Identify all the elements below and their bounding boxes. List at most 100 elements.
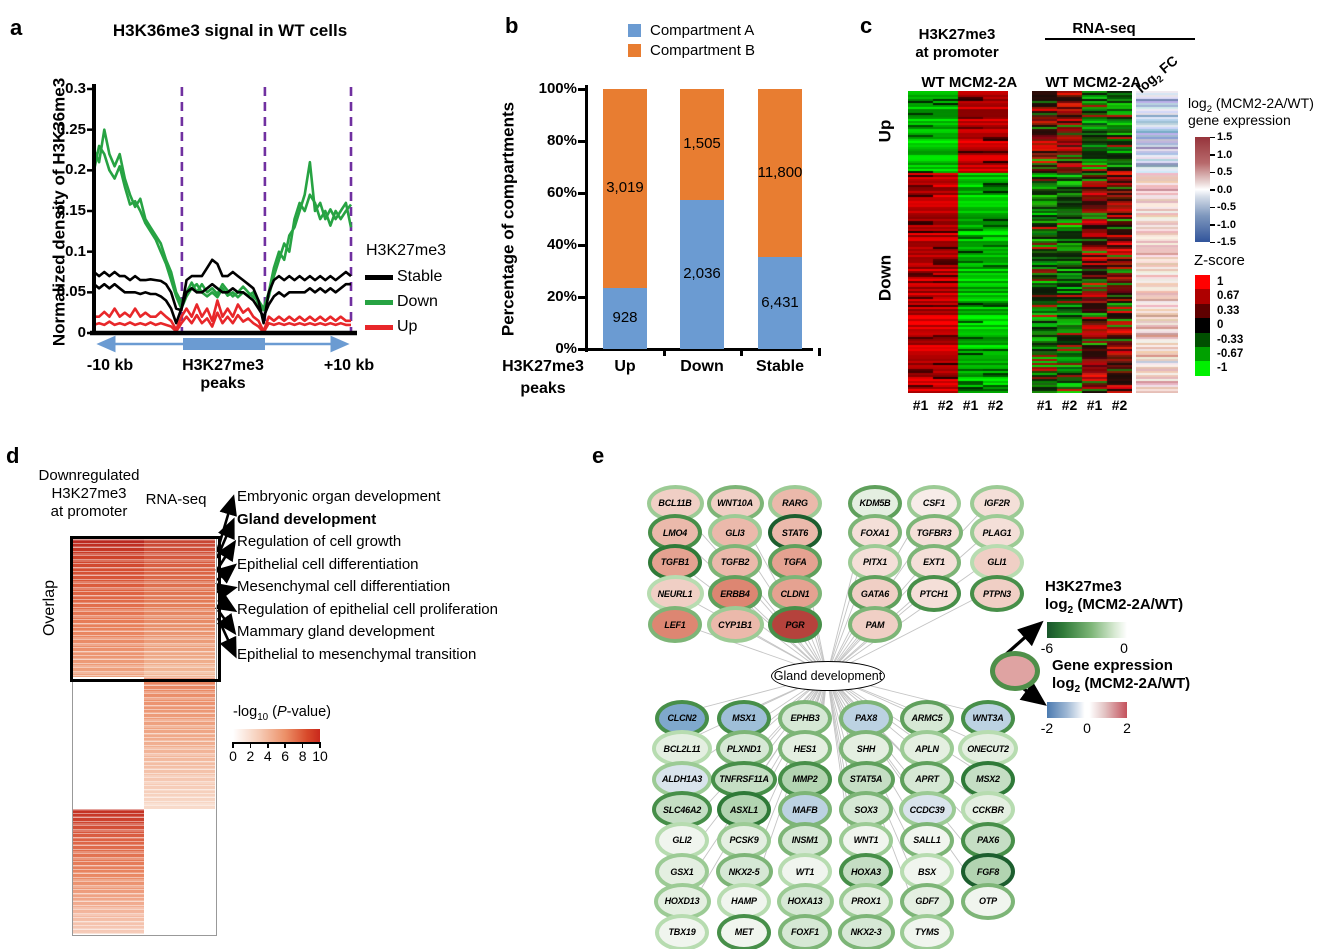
gene-node-label: APLN	[915, 743, 939, 754]
b-legend-swatch	[628, 24, 641, 37]
go-term-2: Gland development	[237, 510, 377, 528]
panel-a-x-label-center2: peaks	[200, 375, 246, 392]
gene-node-label: SHH	[856, 743, 876, 754]
pvalue-colorbar-title: -log10 (P-value)	[233, 704, 331, 723]
legend-label-stable: Stable	[397, 268, 443, 285]
gene-node-label: BSX	[918, 866, 936, 877]
bar-compartment-a-up	[603, 287, 647, 349]
gene-node-label: PROX1	[851, 896, 881, 906]
gene-node-label: MSX1	[732, 713, 756, 723]
panel-a-legend-title: H3K27me3	[366, 242, 447, 259]
gene-node-TGFB2: TGFB2	[708, 543, 762, 581]
gene-node-label: HES1	[793, 743, 817, 754]
d-overlap-right	[144, 539, 215, 677]
gene-node-label: FOXA1	[860, 527, 890, 538]
gene-node-label: NEURL1	[657, 588, 693, 599]
rna-seq-underline	[1045, 38, 1195, 40]
log2fc-colorbar-tick-mark	[1210, 154, 1215, 156]
b-x-tick-mark	[663, 348, 666, 356]
gene-node-label: APRT	[915, 774, 939, 784]
gene-node-PGR: PGR	[768, 606, 822, 643]
gene-node-TYMS: TYMS	[900, 913, 954, 949]
y-tick-label: 0.2	[65, 161, 86, 179]
gene-node-label: CYP1B1	[718, 619, 752, 630]
gene-node-label: LMO4	[662, 527, 688, 538]
gene-node-label: WNT1	[853, 835, 879, 845]
zscore-label: 0.33	[1217, 304, 1240, 317]
replicate-label: #2	[1061, 397, 1078, 413]
b-y-tick-mark	[578, 140, 585, 143]
rna-seq-heatmap	[1032, 91, 1132, 393]
zscore-block	[1195, 318, 1210, 333]
gene-node-label: PITX1	[862, 557, 887, 567]
gene-node-label: IGF2R	[984, 498, 1010, 508]
gene-node-label: PGR	[785, 619, 805, 630]
bar-value-b: 1,505	[683, 135, 721, 153]
gene-node-label: GATA6	[860, 588, 890, 599]
go-term-5: Mesenchymal cell differentiation	[237, 578, 451, 595]
bar-compartment-a-stable	[758, 257, 802, 349]
bar-value-a: 6,431	[761, 294, 799, 312]
gene-expression-legend-title2: log2 (MCM2-2A/WT)	[1052, 675, 1191, 695]
series-up	[94, 299, 351, 333]
b-category-label: Up	[614, 358, 636, 375]
sample-gene-node	[990, 651, 1040, 691]
gene-node-label: BCL11B	[658, 498, 692, 508]
panel-a-x-label-right: +10 kb	[323, 357, 375, 374]
b-y-tick-label: 100%	[538, 80, 577, 97]
b-legend-swatch	[628, 44, 641, 57]
panel-e-letter: e	[592, 443, 605, 468]
gene-node-label: GLI2	[672, 835, 692, 845]
legend-swatch-down	[365, 300, 393, 305]
replicate-label: #1	[1036, 397, 1053, 413]
pvalue-colorbar-tick-label: 2	[246, 748, 255, 764]
pvalue-colorbar-tick-label: 0	[229, 748, 237, 764]
log2fc-colorbar-tick-mark	[1210, 224, 1215, 226]
gene-node-TBX19: TBX19	[655, 913, 709, 949]
y-tick-label: 0.15	[56, 202, 86, 219]
h3k27me3-legend-title1: H3K27me3	[1045, 578, 1122, 595]
gene-node-label: TNFRSF11A	[719, 774, 769, 784]
gene-node-label: PAX8	[854, 713, 878, 723]
gene-node-APLN: APLN	[900, 730, 954, 767]
h3k27me3-legend-gradient-bar	[1047, 622, 1127, 638]
gene-node-label: LEF1	[664, 619, 686, 630]
log2fc-colorbar	[1195, 137, 1210, 242]
gene-node-label: TGFA	[783, 557, 807, 567]
gene-node-label: PAX6	[976, 835, 1000, 845]
gene-node-label: BCL2L11	[663, 743, 701, 754]
replicate-label: #1	[912, 397, 929, 413]
edge-GLI1	[826, 557, 994, 676]
gene-node-label: HAMP	[731, 896, 757, 906]
gene-node-MET: MET	[717, 913, 771, 949]
panel-c-header-left1: H3K27me3	[918, 26, 996, 43]
gene-node-label: EXT1	[923, 557, 945, 567]
gene-node-label: GLI1	[987, 557, 1007, 567]
log2fc-colorbar-tick-mark	[1210, 171, 1215, 173]
panel-c-header-left2: at promoter	[915, 44, 999, 61]
gene-node-EXT1: EXT1	[907, 543, 961, 581]
gene-node-PTCH1: PTCH1	[907, 575, 961, 612]
gene-expression-legend-tick-min: -2	[1040, 720, 1054, 736]
gene-node-label: CCDC39	[909, 804, 945, 815]
zscore-block	[1195, 303, 1210, 319]
pvalue-colorbar-tick-mark	[301, 742, 304, 748]
panel-d-header-left2: H3K27me3	[51, 485, 127, 502]
d-overlap-box	[70, 536, 221, 682]
gene-node-GLI1: GLI1	[970, 543, 1024, 581]
gene-node-label: ASXL1	[729, 804, 758, 815]
panel-d-header-right: RNA-seq	[145, 491, 207, 508]
gene-node-label: CCKBR	[972, 804, 1004, 815]
replicate-label: #1	[962, 397, 979, 413]
gene-node-label: PTCH1	[919, 588, 949, 599]
panel-a-x-label-center1: H3K27me3	[182, 357, 264, 374]
legend-swatch-up	[365, 325, 393, 330]
gene-node-label: GLI3	[725, 527, 745, 538]
legend-label-up: Up	[397, 318, 418, 335]
replicate-label: #2	[987, 397, 1004, 413]
b-y-axis-line	[585, 85, 588, 352]
gene-node-label: TBX19	[668, 927, 696, 937]
pvalue-colorbar-tick-label: 6	[281, 748, 290, 764]
log2fc-colorbar-tick-mark	[1210, 189, 1215, 191]
h3k27me3-legend-tick-max: 0	[1120, 640, 1128, 656]
